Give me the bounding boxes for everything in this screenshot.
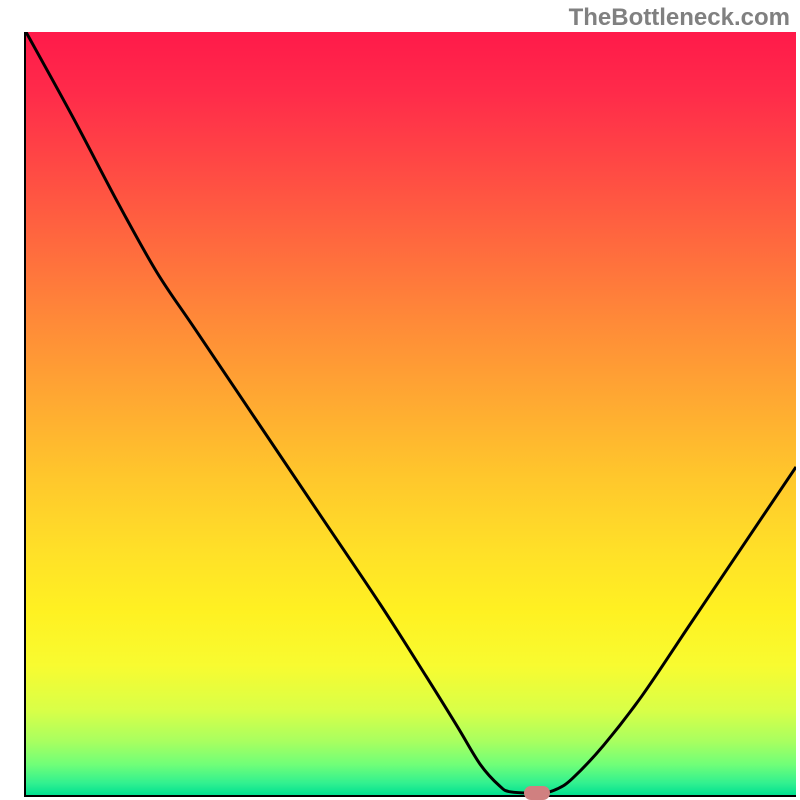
bottleneck-curve xyxy=(26,32,796,793)
plot-area xyxy=(24,32,796,797)
curve-layer xyxy=(26,32,796,795)
optimal-marker xyxy=(524,786,550,800)
watermark-text: TheBottleneck.com xyxy=(569,4,790,32)
chart-container: TheBottleneck.com xyxy=(0,0,800,800)
